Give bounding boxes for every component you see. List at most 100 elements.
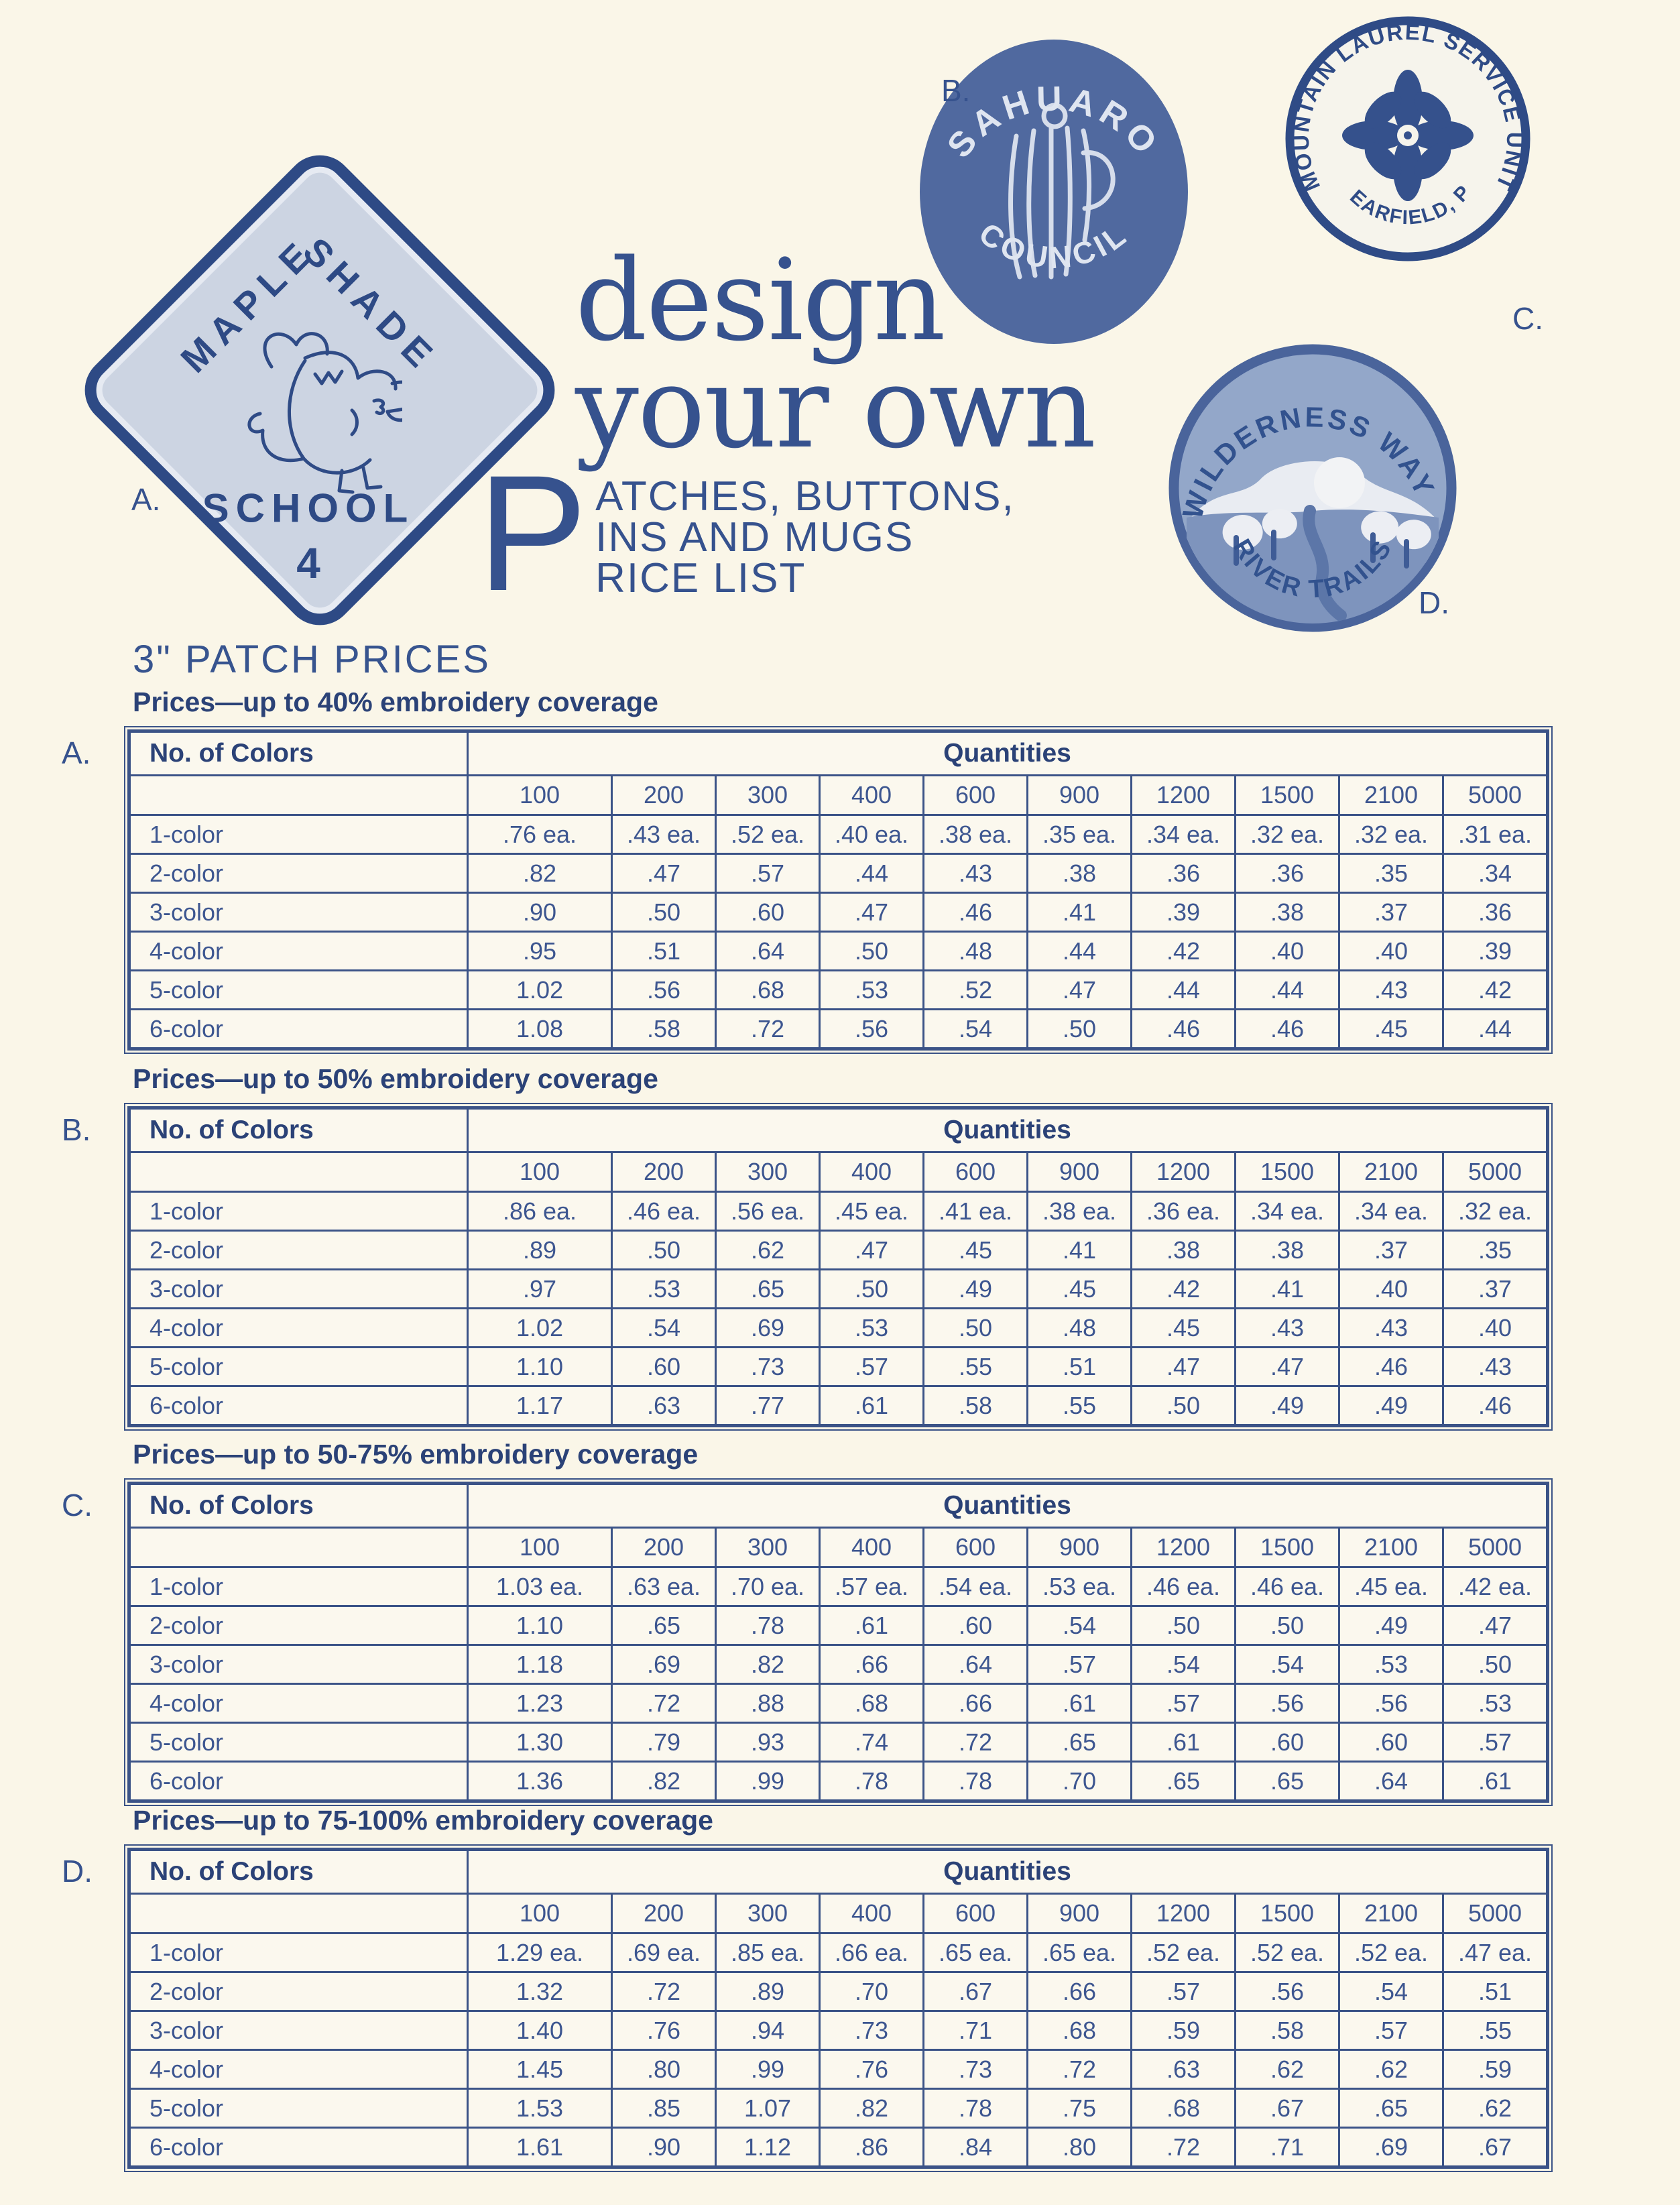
price-cell: .61 [819,1385,924,1427]
price-cell: .67 [1441,2127,1549,2168]
price-cell: 1.12 [715,2127,821,2168]
price-cell: .54 [922,1008,1028,1050]
price-cell: .41 [1026,1230,1132,1270]
price-cell: .54 [1026,1605,1132,1646]
price-cell: .82 [819,2088,924,2129]
patch-a-label: A. [131,482,161,517]
price-cell: .54 [1130,1644,1236,1685]
table-row: 1-color 1.29 ea. .69 ea. .85 ea. .66 ea. .65 … [128,1932,1549,1973]
price-cell: .51 [611,931,717,971]
price-cell: .47 ea. [1441,1932,1549,1973]
price-cell: .43 [1338,1307,1444,1348]
quantity-header-cell: 1200 [1130,1151,1236,1193]
colors-column-header: No. of Colors [128,1107,469,1153]
quantity-header-cell: 1200 [1130,1527,1236,1568]
price-cell: .48 [922,931,1028,971]
price-cell: .50 [1026,1008,1132,1050]
price-cell: .38 ea. [922,814,1028,855]
price-cell: .65 [715,1268,821,1309]
price-cell: .50 [611,892,717,933]
price-cell: .80 [611,2049,717,2090]
price-cell: .45 [1130,1307,1236,1348]
price-cell: .49 [1338,1605,1444,1646]
price-cell: .64 [1338,1761,1444,1802]
price-cell: .46 [1338,1346,1444,1387]
price-cell: 1.17 [467,1385,613,1427]
price-cell: .55 [922,1346,1028,1387]
quantity-header-cell: 400 [819,1527,924,1568]
price-cell: .80 [1026,2127,1132,2168]
price-cell: .61 [819,1605,924,1646]
price-cell: .36 [1130,853,1236,894]
subtitle-block: P ATCHES, BUTTONS, INS AND MUGS RICE LIS… [477,451,1015,616]
price-cell: .65 [1338,2088,1444,2129]
price-cell: .78 [922,2088,1028,2129]
price-cell: .99 [715,1761,821,1802]
table-row: 1-color 1.03 ea. .63 ea. .70 ea. .57 ea. .54 … [128,1566,1549,1607]
table-row: 6-color 1.36.82.99.78.78.70.65.65.64.61 [128,1761,1549,1802]
price-cell: .66 [1026,1971,1132,2012]
price-cell: .94 [715,2010,821,2051]
table-a-margin-label: A. [62,735,91,770]
subtitle-line1: ATCHES, BUTTONS, [595,473,1015,520]
price-cell: .69 [715,1307,821,1348]
price-cell: .42 [1130,1268,1236,1309]
row-label: 3-color [128,2010,469,2051]
quantity-header-cell: 300 [715,1151,821,1193]
quantities-header: Quantities [466,1482,1549,1529]
price-cell: .64 [715,931,821,971]
price-cell: .62 [1234,2049,1340,2090]
price-cell: 1.61 [467,2127,613,2168]
price-cell: .50 [922,1307,1028,1348]
price-cell: .74 [819,1722,924,1763]
price-cell: .38 ea. [1026,1191,1132,1232]
quantity-header-cell: 100 [467,1151,613,1193]
price-cell: .58 [922,1385,1028,1427]
price-cell: .45 [1338,1008,1444,1050]
patch-wilderness-ways: WILDERNESS WAYS RIVER TRAILS [1166,342,1457,632]
price-cell: 1.40 [467,2010,613,2051]
price-cell: .65 [1130,1761,1236,1802]
price-cell: 1.29 ea. [467,1932,613,1973]
price-cell: 1.08 [467,1008,613,1050]
price-cell: .46 ea. [1234,1566,1340,1607]
colors-column-header: No. of Colors [128,1482,469,1529]
price-cell: .54 [611,1307,717,1348]
price-cell: .93 [715,1722,821,1763]
price-cell: .36 ea. [1130,1191,1236,1232]
price-cell: .73 [819,2010,924,2051]
price-cell: .61 [1026,1683,1132,1724]
price-cell: .45 [1026,1268,1132,1309]
quantity-header-cell: 300 [715,1893,821,1934]
price-cell: .57 ea. [819,1566,924,1607]
price-cell: .46 ea. [1130,1566,1236,1607]
quantity-header-cell: 400 [819,1151,924,1193]
price-cell: .63 [1130,2049,1236,2090]
price-cell: .82 [611,1761,717,1802]
dragon-illustration-icon [247,332,402,494]
price-cell: .50 [1130,1605,1236,1646]
colors-column-header: No. of Colors [128,1848,469,1895]
price-cell: .32 ea. [1234,814,1340,855]
price-cell: .69 [611,1644,717,1685]
table-a-heading: Prices—up to 40% embroidery coverage [133,687,658,717]
table-row: 3-color 1.40.76.94.73.71.68.59.58.57.55 [128,2010,1549,2051]
price-cell: .60 [922,1605,1028,1646]
price-cell: .37 [1338,892,1444,933]
row-label: 1-color [128,1191,469,1232]
quantity-header-cell: 1500 [1234,774,1340,816]
page-title-line1: design [575,235,946,366]
price-cell: .41 [1234,1268,1340,1309]
price-cell: .32 ea. [1338,814,1444,855]
row-label: 3-color [128,892,469,933]
price-cell: .72 [922,1722,1028,1763]
price-cell: .56 [819,1008,924,1050]
row-label: 3-color [128,1644,469,1685]
price-cell: .31 ea. [1441,814,1549,855]
price-cell: .50 [819,931,924,971]
quantity-header-cell: 900 [1026,1893,1132,1934]
table-row: 1-color .76 ea. .43 ea. .52 ea. .40 ea. .38 e… [128,814,1549,855]
table-row: 5-color 1.10.60.73.57.55.51.47.47.46.43 [128,1346,1549,1387]
table-d-heading: Prices—up to 75-100% embroidery coverage [133,1805,713,1836]
patch-a-number: 4 [296,539,320,587]
